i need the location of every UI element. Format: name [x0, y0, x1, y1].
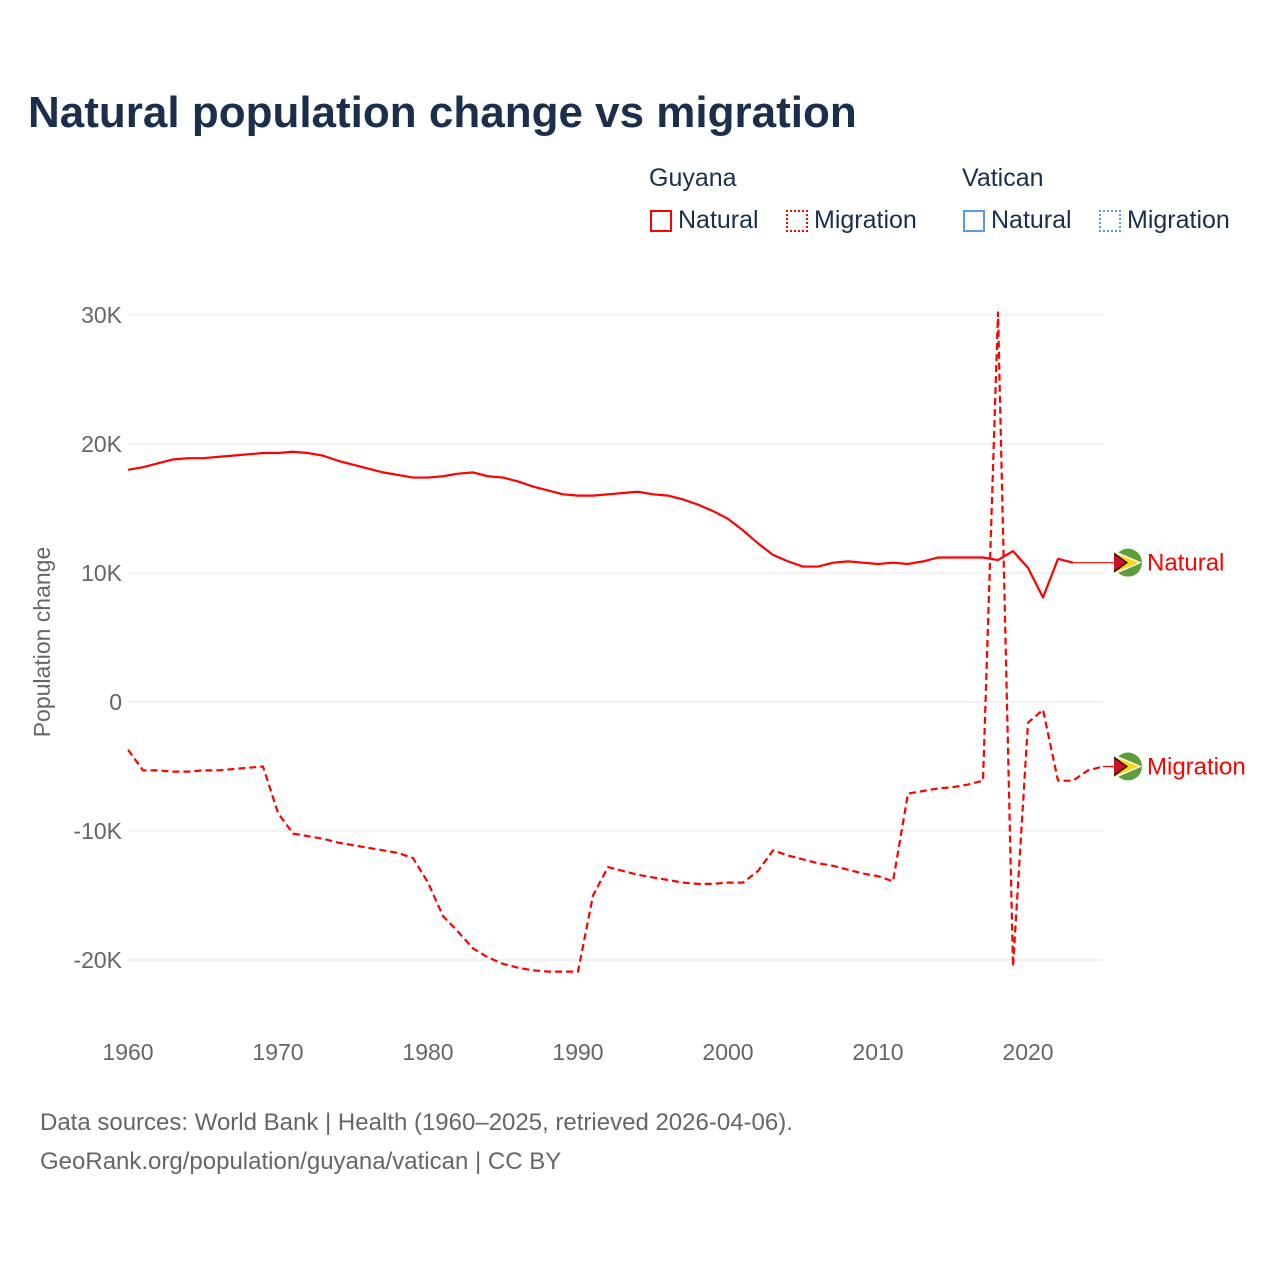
solid-swatch-icon — [650, 209, 672, 232]
guyana-flag-icon — [1114, 548, 1142, 577]
chart-title: Natural population change vs migration — [28, 88, 857, 137]
dotted-swatch-icon — [1099, 209, 1121, 232]
solid-swatch-icon — [963, 209, 985, 232]
x-tick-label: 2010 — [852, 1039, 903, 1065]
flag-red — [1114, 758, 1126, 775]
y-tick-label: 0 — [109, 689, 122, 715]
y-tick-label: 20K — [81, 431, 123, 457]
legend-guyana-natural[interactable]: Natural — [650, 206, 759, 235]
x-tick-label: 2000 — [702, 1039, 753, 1065]
y-tick-label: -20K — [73, 947, 122, 973]
footer-sources: Data sources: World Bank | Health (1960–… — [40, 1109, 793, 1136]
dotted-swatch-icon — [786, 209, 808, 232]
footer-credit: GeoRank.org/population/guyana/vatican | … — [40, 1148, 562, 1175]
legend-vatican-natural[interactable]: Natural — [963, 206, 1072, 235]
legend-group-guyana: Guyana — [649, 164, 737, 192]
end-label: Migration — [1147, 754, 1246, 781]
legend-label: Migration — [814, 206, 917, 234]
legend-vatican-migration[interactable]: Migration — [1099, 206, 1230, 235]
y-tick-label: -10K — [73, 818, 122, 844]
x-tick-label: 1960 — [102, 1039, 153, 1065]
x-tick-label: 1970 — [252, 1039, 303, 1065]
x-tick-label: 1980 — [402, 1039, 453, 1065]
y-axis-label: Population change — [29, 547, 55, 738]
end-label: Natural — [1147, 550, 1224, 577]
y-tick-label: 30K — [81, 302, 123, 328]
guyana-flag-icon — [1114, 752, 1142, 781]
legend-label: Migration — [1127, 206, 1230, 234]
series-line-natural — [127, 450, 1074, 599]
legend-group-vatican: Vatican — [962, 164, 1044, 192]
x-tick-label: 2020 — [1002, 1039, 1053, 1065]
legend-guyana-migration[interactable]: Migration — [786, 206, 917, 235]
legend-label: Natural — [991, 206, 1072, 234]
series-line-migration — [127, 311, 1104, 973]
x-tick-label: 1990 — [552, 1039, 603, 1065]
legend-label: Natural — [678, 206, 759, 234]
flag-red — [1114, 554, 1126, 571]
y-tick-label: 10K — [81, 560, 123, 586]
